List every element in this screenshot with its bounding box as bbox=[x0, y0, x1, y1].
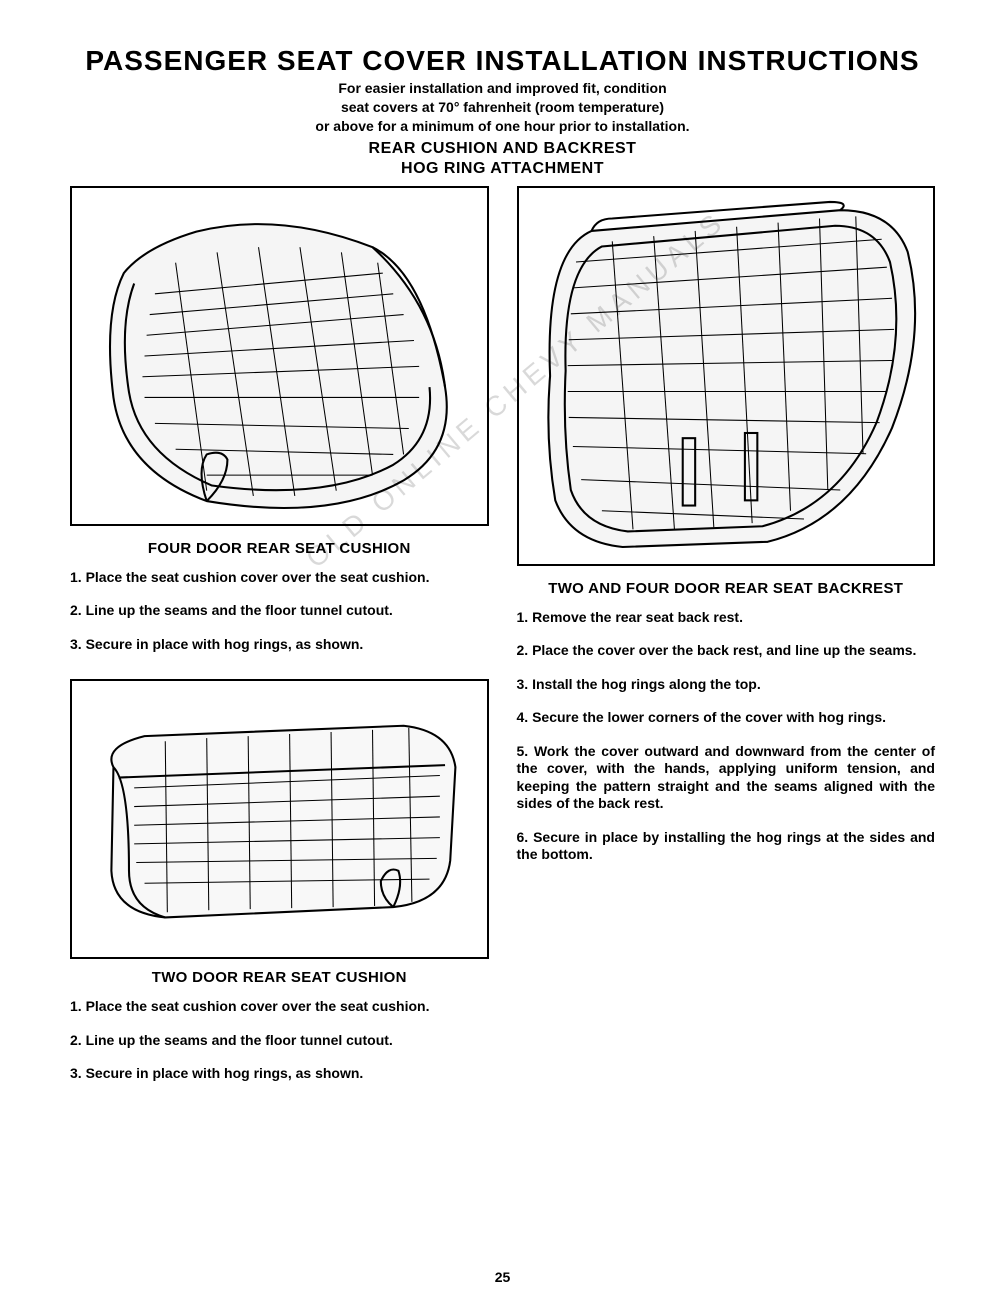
right-column: TWO AND FOUR DOOR REAR SEAT BACKREST 1. … bbox=[517, 186, 936, 1099]
step-text: 1. Place the seat cushion cover over the… bbox=[70, 998, 489, 1016]
subtitle-line: For easier installation and improved fit… bbox=[70, 79, 935, 98]
step-text: 4. Secure the lower corners of the cover… bbox=[517, 709, 936, 727]
figure-b-caption: TWO DOOR REAR SEAT CUSHION bbox=[70, 969, 489, 986]
step-text: 3. Secure in place with hog rings, as sh… bbox=[70, 1065, 489, 1083]
section-title-2: HOG RING ATTACHMENT bbox=[70, 160, 935, 178]
subtitle-line: or above for a minimum of one hour prior… bbox=[70, 117, 935, 136]
step-text: 6. Secure in place by installing the hog… bbox=[517, 829, 936, 864]
figure-a-caption: FOUR DOOR REAR SEAT CUSHION bbox=[70, 540, 489, 557]
left-column: FOUR DOOR REAR SEAT CUSHION 1. Place the… bbox=[70, 186, 489, 1099]
seat-cushion-illustration-icon bbox=[72, 188, 487, 524]
subtitle-line: seat covers at 70° fahrenheit (room temp… bbox=[70, 98, 935, 117]
figure-c-caption: TWO AND FOUR DOOR REAR SEAT BACKREST bbox=[517, 580, 936, 597]
figure-rear-backrest bbox=[517, 186, 936, 566]
step-text: 2. Line up the seams and the floor tunne… bbox=[70, 602, 489, 620]
figure-two-door-cushion bbox=[70, 679, 489, 959]
seat-backrest-illustration-icon bbox=[519, 188, 934, 564]
page-number: 25 bbox=[0, 1269, 1005, 1285]
step-text: 5. Work the cover outward and downward f… bbox=[517, 743, 936, 813]
seat-cushion-illustration-icon bbox=[72, 681, 487, 957]
figure-four-door-cushion bbox=[70, 186, 489, 526]
page: OLD ONLINE CHEVY MANUALS PASSENGER SEAT … bbox=[0, 0, 1005, 1315]
main-title: PASSENGER SEAT COVER INSTALLATION INSTRU… bbox=[70, 45, 935, 77]
step-text: 3. Install the hog rings along the top. bbox=[517, 676, 936, 694]
step-text: 2. Line up the seams and the floor tunne… bbox=[70, 1032, 489, 1050]
subtitle-block: For easier installation and improved fit… bbox=[70, 79, 935, 136]
step-text: 1. Place the seat cushion cover over the… bbox=[70, 569, 489, 587]
step-text: 2. Place the cover over the back rest, a… bbox=[517, 642, 936, 660]
section-title-1: REAR CUSHION AND BACKREST bbox=[70, 140, 935, 158]
step-text: 3. Secure in place with hog rings, as sh… bbox=[70, 636, 489, 654]
step-text: 1. Remove the rear seat back rest. bbox=[517, 609, 936, 627]
columns: FOUR DOOR REAR SEAT CUSHION 1. Place the… bbox=[70, 186, 935, 1099]
